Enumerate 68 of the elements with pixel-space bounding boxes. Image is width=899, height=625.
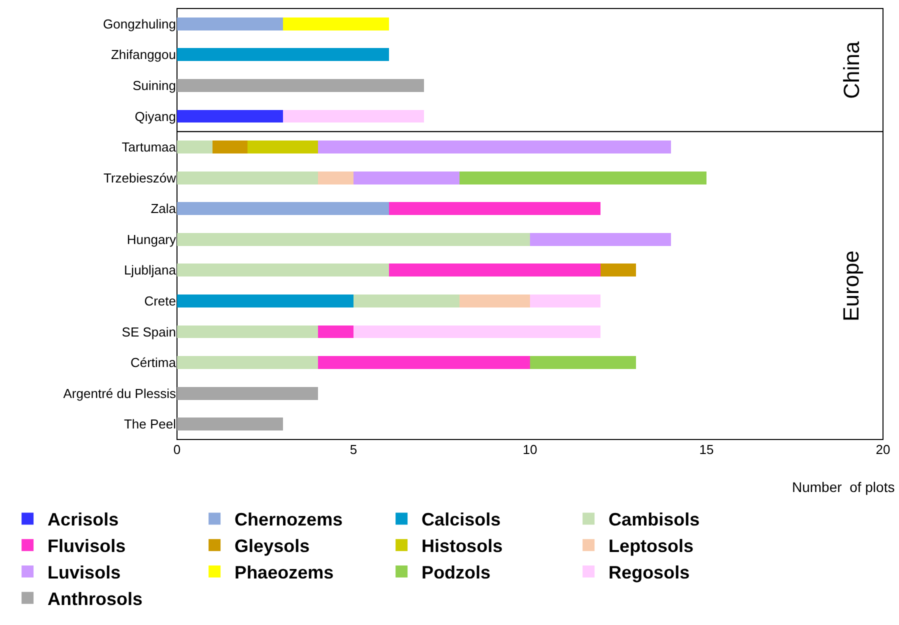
bar bbox=[177, 202, 389, 216]
legend-label: Regosols bbox=[608, 562, 690, 582]
bar bbox=[354, 294, 460, 308]
bar bbox=[388, 264, 601, 277]
band-label: China bbox=[838, 40, 864, 99]
y-tick-label: Hungary bbox=[126, 232, 176, 247]
y-tick-label: Crete bbox=[144, 294, 176, 309]
y-tick-label: Ljubljana bbox=[124, 262, 177, 278]
y-tick-label: Zala bbox=[150, 201, 177, 216]
legend-label: Fluvisols bbox=[48, 536, 126, 556]
x-tick-label: 0 bbox=[173, 442, 181, 457]
bar bbox=[318, 140, 672, 154]
legend-label: Chernozems bbox=[234, 510, 343, 530]
x-tick-label: 15 bbox=[699, 442, 714, 457]
y-tick-label: SE Spain bbox=[122, 324, 176, 340]
bar bbox=[177, 264, 389, 277]
bar bbox=[530, 232, 672, 246]
bar bbox=[282, 110, 424, 123]
bar bbox=[388, 202, 601, 216]
bar bbox=[177, 17, 283, 30]
y-tick-label: Tartumaa bbox=[122, 140, 177, 155]
bar bbox=[248, 140, 318, 154]
legend-label: Podzols bbox=[422, 562, 491, 582]
bar bbox=[318, 325, 354, 338]
bar bbox=[212, 140, 248, 154]
bar bbox=[177, 48, 389, 62]
bar bbox=[177, 418, 283, 431]
bar bbox=[459, 171, 706, 184]
bar bbox=[177, 171, 318, 184]
bar bbox=[177, 110, 283, 123]
legend-label: Gleysols bbox=[234, 536, 310, 556]
y-tick-label: Qiyang bbox=[134, 108, 176, 124]
bar bbox=[177, 325, 318, 338]
y-tick-label: Cértima bbox=[130, 355, 177, 370]
legend-label: Cambisols bbox=[608, 510, 700, 530]
legend-label: Anthrosols bbox=[48, 588, 143, 609]
x-axis-title: Number of plots bbox=[792, 479, 895, 495]
bar bbox=[354, 171, 460, 184]
x-tick-label: 5 bbox=[350, 442, 358, 457]
legend-label: Acrisols bbox=[48, 510, 119, 530]
legend-label: Luvisols bbox=[48, 562, 121, 582]
legend-label: Leptosols bbox=[608, 536, 694, 556]
x-tick-label: 20 bbox=[876, 442, 890, 457]
bar bbox=[177, 232, 530, 246]
legend-label: Histosols bbox=[422, 536, 503, 556]
bar bbox=[177, 386, 318, 400]
bar bbox=[177, 79, 424, 92]
band-label: Europe bbox=[838, 250, 864, 322]
y-tick-label: Trzebieszów bbox=[104, 170, 177, 186]
legend-label: Calcisols bbox=[422, 510, 501, 530]
y-tick-label: Suining bbox=[132, 78, 176, 94]
bar bbox=[177, 294, 354, 308]
bar bbox=[354, 325, 601, 338]
x-tick-label: 10 bbox=[522, 442, 538, 457]
y-tick-label: Gongzhuling bbox=[103, 16, 176, 32]
bar bbox=[177, 140, 212, 154]
bar bbox=[600, 264, 636, 277]
bar bbox=[459, 294, 530, 308]
bar bbox=[530, 356, 636, 369]
legend-label: Phaeozems bbox=[234, 562, 334, 582]
y-tick-label: The Peel bbox=[124, 416, 176, 432]
bar bbox=[530, 294, 601, 308]
y-tick-label: Zhifanggou bbox=[110, 47, 176, 62]
bar bbox=[282, 17, 389, 30]
bar bbox=[318, 171, 354, 184]
bar bbox=[177, 356, 318, 369]
bar bbox=[318, 356, 530, 369]
y-tick-label: Argentré du Plessis bbox=[63, 386, 176, 401]
